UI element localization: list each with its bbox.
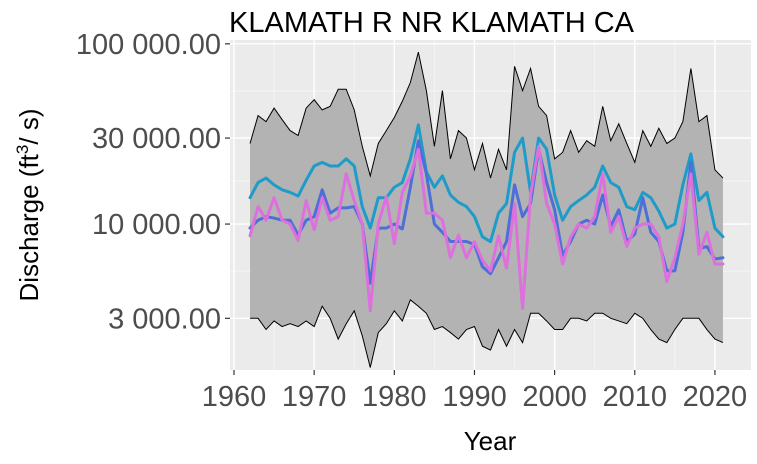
y-tick-label: 10 000.00 (92, 209, 221, 241)
x-tick-label: 2010 (603, 381, 668, 413)
series-line-3 (248, 144, 725, 313)
series-lines (248, 123, 725, 313)
y-tick-label: 100 000.00 (76, 29, 221, 61)
x-tick-label: 2000 (522, 381, 587, 413)
y-tick-label: 30 000.00 (92, 123, 221, 155)
x-tick-label: 1980 (362, 381, 427, 413)
y-axis-title-suffix: / s) (14, 109, 44, 145)
y-axis-title: Discharge (ft3/ s) (13, 109, 44, 302)
y-axis-title-superscript: 3 (13, 145, 32, 154)
x-tick-label: 2020 (683, 381, 748, 413)
band-max-line (249, 51, 724, 179)
series-line-2 (248, 139, 725, 285)
y-axis-title-prefix: Discharge (ft (14, 153, 44, 301)
x-axis: 1960 1970 1980 1990 2000 2010 2020 (202, 370, 747, 413)
y-axis: 3 000.00 10 000.00 30 000.00 100 000.00 (76, 29, 230, 335)
band-min-line (250, 298, 724, 368)
y-tick-label: 3 000.00 (108, 303, 221, 335)
chart-title: KLAMATH R NR KLAMATH CA (229, 7, 635, 39)
x-tick-label: 1960 (202, 381, 267, 413)
x-axis-title: Year (464, 426, 517, 456)
x-tick-label: 1970 (282, 381, 347, 413)
x-tick-label: 1990 (442, 381, 507, 413)
series-line-1 (248, 123, 725, 244)
